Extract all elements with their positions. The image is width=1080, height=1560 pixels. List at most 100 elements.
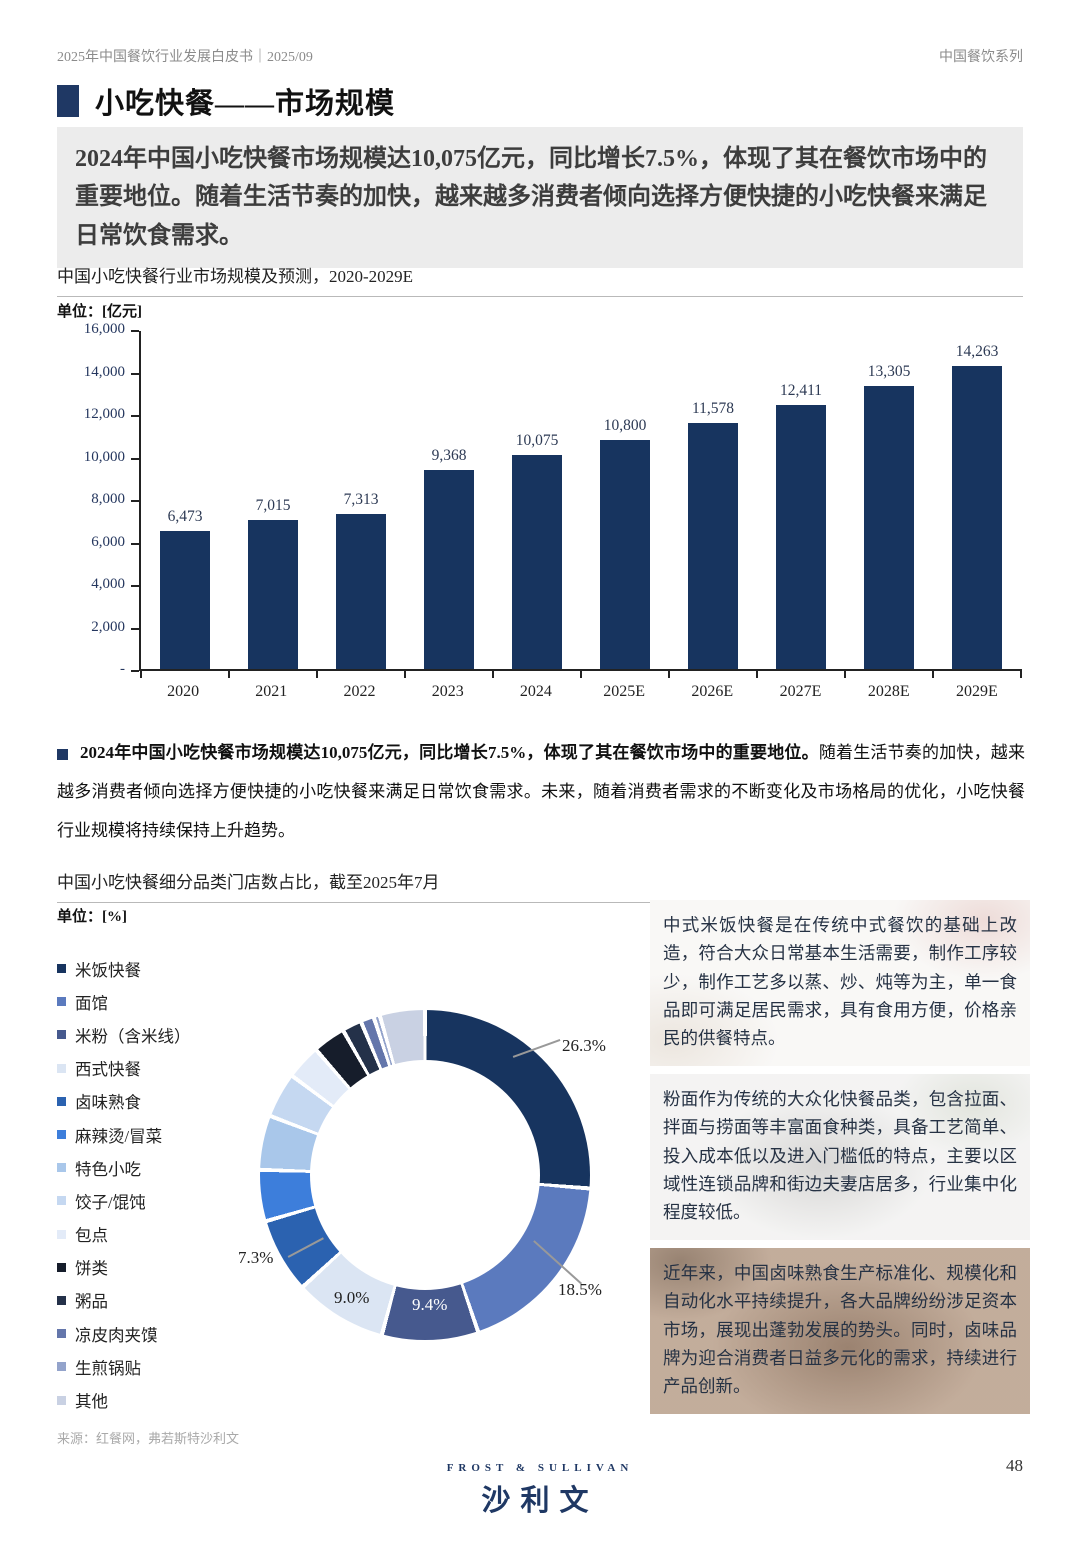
donut-chart: 26.3% 18.5% 9.4% 9.0% 7.3% (238, 950, 650, 1390)
legend-swatch-icon (57, 1395, 66, 1405)
y-tick-mark (131, 500, 139, 502)
insight-box-rice: 中式米饭快餐是在传统中式餐饮的基础上改造，符合大众日常基本生活需要，制作工序较少… (650, 900, 1030, 1066)
x-tick-label: 2020 (167, 683, 200, 700)
callout-western-fastfood: 9.0% (334, 1288, 370, 1307)
bar-cell: 10,075 (493, 331, 581, 669)
legend-swatch-icon (57, 1295, 66, 1305)
y-tick-mark (131, 372, 139, 375)
bar (688, 422, 738, 669)
legend-label: 米粉（含米线） (75, 1026, 191, 1046)
legend-swatch-icon (57, 1063, 66, 1073)
legend-swatch-icon (57, 1196, 66, 1206)
legend-item: 西式快餐 (57, 1052, 247, 1085)
legend-item: 麻辣烫/冒菜 (57, 1118, 247, 1151)
bar-chart-unit: 单位：[亿元] (57, 304, 142, 320)
x-tick-label: 2027E (779, 683, 822, 700)
bar (776, 405, 826, 669)
legend-swatch-icon (57, 1163, 66, 1173)
y-tick-mark (131, 627, 139, 630)
title-row: 小吃快餐——市场规模 (57, 80, 395, 122)
legend-swatch-icon (57, 1030, 66, 1040)
bar-value-label: 7,015 (255, 496, 291, 514)
callout-noodle-shop: 18.5% (558, 1280, 602, 1299)
bar-value-label: 11,578 (691, 399, 735, 417)
legend-item: 粥品 (57, 1284, 247, 1317)
x-tick-label: 2024 (519, 683, 552, 700)
bar (952, 365, 1002, 669)
bar-value-label: 6,473 (167, 508, 203, 526)
bar-value-label: 10,800 (603, 416, 647, 434)
header-left: 2025年中国餐饮行业发展白皮书｜2025/09 (57, 50, 313, 65)
page-number: 48 (1006, 1456, 1023, 1475)
x-tick-mark (228, 669, 230, 678)
y-tick-label: 16,000 (83, 321, 125, 337)
x-tick-mark (668, 669, 670, 678)
legend-swatch-icon (57, 1362, 66, 1372)
y-tick-label: 4,000 (91, 576, 125, 592)
page-title: 小吃快餐——市场规模 (95, 88, 396, 120)
bar-chart-y-axis: - 2,000 4,000 6,000 8,000 10,000 12,000 14,000 1… (57, 321, 135, 677)
x-tick-mark (1020, 669, 1022, 678)
y-tick-label: 2,000 (91, 618, 125, 635)
bar-value-label: 10,075 (515, 431, 559, 449)
legend-item: 饺子/馄饨 (57, 1184, 247, 1217)
bar-value-label: 9,368 (431, 446, 467, 464)
y-tick-mark (131, 330, 139, 332)
y-tick-mark (131, 585, 139, 587)
bar (248, 519, 298, 669)
bar-cell: 6,473 (141, 331, 229, 669)
takeaway-rest: 随着生活节奏的加快，越来越多消费者倾向选择方便快捷的小吃快餐来满足日常饮食需求。… (57, 743, 1026, 841)
legend-item: 饼类 (57, 1251, 247, 1284)
bar-chart: - 2,000 4,000 6,000 8,000 10,000 12,000 14,000 1… (57, 321, 1023, 716)
x-tick-mark (140, 669, 142, 678)
y-tick-mark (131, 415, 139, 417)
legend-label: 卤味熟食 (75, 1093, 141, 1113)
title-square-marker (57, 85, 79, 117)
x-tick-mark (404, 669, 406, 678)
legend-item: 包点 (57, 1218, 247, 1251)
header-right: 中国餐饮系列 (939, 50, 1023, 65)
legend-item: 卤味熟食 (57, 1085, 247, 1118)
x-tick-label: 2028E (867, 683, 910, 700)
x-tick-mark (492, 669, 494, 678)
donut-ring (260, 1010, 590, 1340)
x-tick-label: 2022 (343, 683, 376, 700)
callout-rice-fastfood: 26.3% (562, 1036, 606, 1055)
bar-cell: 11,578 (669, 331, 757, 669)
x-tick-label: 2025E (603, 683, 645, 700)
legend-label: 米饭快餐 (75, 960, 141, 980)
x-tick-mark (580, 669, 582, 678)
logo-wordmark-en: FROST & SULLIVAN (446, 1462, 634, 1474)
legend-label: 面馆 (75, 993, 108, 1013)
legend-label: 饼类 (75, 1259, 108, 1279)
takeaway-bold: 2024年中国小吃快餐市场规模达10,075亿元，同比增长7.5%，体现了其在餐… (80, 743, 819, 762)
y-tick-label: 6,000 (91, 533, 125, 550)
legend-item: 凉皮肉夹馍 (57, 1317, 247, 1350)
donut-chart-unit: 单位：[%] (57, 909, 127, 925)
bar (160, 531, 210, 669)
x-tick-label: 2029E (956, 683, 998, 700)
bar-cell: 10,800 (581, 331, 669, 669)
legend-label: 凉皮肉夹馍 (75, 1325, 158, 1345)
bar (600, 439, 650, 669)
bar-cell: 7,313 (317, 331, 405, 669)
legend-label: 西式快餐 (75, 1060, 141, 1080)
legend-label: 其他 (75, 1392, 108, 1412)
bar (336, 513, 386, 669)
legend-swatch-icon (57, 997, 66, 1007)
bar-chart-x-axis: 2020 2021 2022 2023 2024 2025E 2026E 2027E 2028E… (139, 683, 1021, 701)
donut-chart-title: 中国小吃快餐细分品类门店数占比，截至2025年7月 (57, 868, 1023, 903)
bar-chart-title: 中国小吃快餐行业市场规模及预测，2020-2029E (57, 262, 1023, 297)
page-header: 2025年中国餐饮行业发展白皮书｜2025/09 中国餐饮系列 (57, 46, 1023, 66)
y-tick-mark (131, 542, 139, 545)
y-tick-label: 8,000 (91, 491, 125, 507)
bar (864, 386, 914, 669)
bar-value-label: 12,411 (779, 382, 823, 400)
bar-cell: 9,368 (405, 331, 493, 669)
legend-swatch-icon (57, 1096, 66, 1106)
x-tick-mark (844, 669, 846, 678)
x-tick-mark (316, 669, 318, 678)
x-tick-mark (932, 669, 934, 678)
legend-item: 生煎锅贴 (57, 1350, 247, 1383)
y-tick-mark (131, 457, 139, 460)
